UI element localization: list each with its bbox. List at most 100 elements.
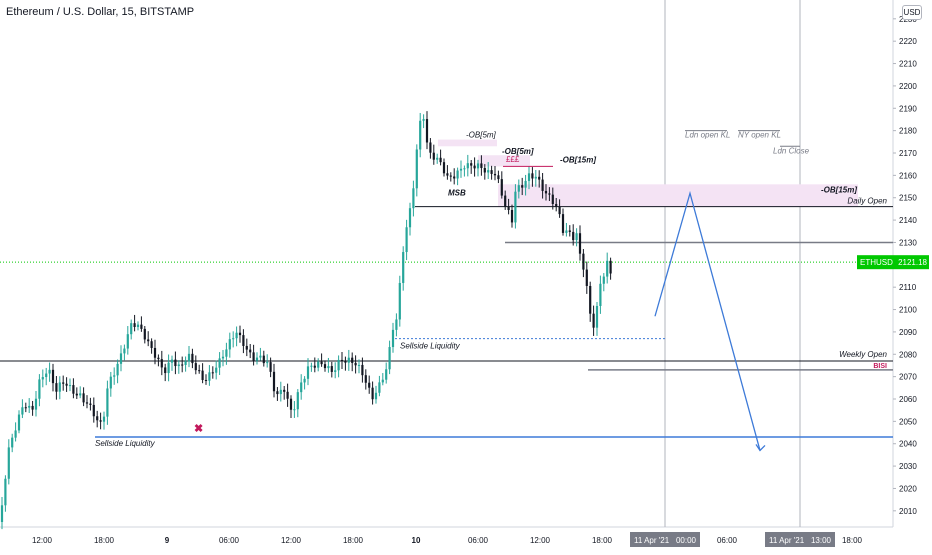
y-tick-label: 2170: [899, 149, 917, 158]
candle-body: [514, 191, 517, 223]
candle-body: [368, 382, 371, 388]
x-tick-label: 06:00: [468, 536, 489, 545]
y-tick-label: 2050: [899, 417, 917, 426]
time-tag-date: 11 Apr '21: [769, 536, 805, 545]
candle-body: [232, 338, 235, 340]
candle-body: [337, 359, 340, 371]
candle-body: [259, 355, 262, 358]
ny-open-kl-label: NY open KL: [738, 131, 781, 140]
candle-body: [130, 323, 133, 335]
candle-body: [347, 357, 350, 363]
candle-body: [524, 180, 527, 188]
projection-path: [654, 190, 761, 451]
candle-body: [334, 370, 337, 372]
x-tick-label: 9: [165, 536, 170, 545]
candle-body: [317, 361, 320, 368]
candle-body: [208, 372, 211, 381]
candle-body: [119, 353, 123, 364]
candle-body: [592, 313, 595, 328]
currency-button[interactable]: USD: [902, 5, 922, 20]
candle-body: [7, 447, 10, 479]
candle-body: [157, 357, 160, 360]
candle-body: [238, 332, 242, 336]
bisi-label: BISI: [873, 363, 887, 370]
candle-body: [330, 366, 333, 372]
candle-body: [68, 385, 72, 387]
candle-body: [72, 385, 75, 394]
candle-body: [446, 173, 449, 176]
candle-body: [116, 363, 119, 376]
time-tag: [765, 532, 835, 547]
candle-body: [548, 193, 551, 195]
candle-body: [551, 194, 554, 204]
candle-body: [340, 359, 344, 362]
y-tick-label: 2160: [899, 171, 917, 180]
candle-body: [201, 370, 204, 380]
weekly-open-label: Weekly Open: [839, 350, 887, 359]
candle-body: [480, 163, 483, 169]
candle-body: [211, 372, 214, 374]
candle-body: [283, 389, 286, 392]
candle-body: [17, 414, 21, 431]
sellside-liquidity-label: Sellside Liquidity: [400, 342, 461, 351]
candle-body: [493, 173, 497, 176]
candle-body: [606, 260, 609, 277]
time-tag-date: 11 Apr '21: [634, 536, 670, 545]
candle-body: [521, 185, 524, 188]
candle-body: [599, 283, 602, 306]
y-tick-label: 2180: [899, 127, 917, 136]
candle-body: [374, 392, 378, 400]
candle-body: [38, 379, 41, 399]
candle-body: [28, 405, 31, 408]
y-tick-label: 2070: [899, 373, 917, 382]
y-tick-label: 2100: [899, 306, 917, 315]
candle-body: [422, 119, 425, 121]
candle-body: [589, 285, 592, 314]
last-price-tag: [857, 255, 929, 270]
x-tick-label: 18:00: [343, 536, 364, 545]
candle-body: [126, 334, 129, 349]
ldn-open-kl-label: Ldn open KL: [685, 131, 730, 140]
candle-body: [34, 398, 38, 410]
candle-body: [252, 352, 255, 361]
candle-body: [320, 361, 323, 365]
candle-body: [92, 404, 95, 417]
candle-body: [4, 478, 7, 506]
candle-body: [75, 393, 78, 396]
candle-body: [113, 375, 116, 377]
candle-body: [194, 363, 197, 371]
time-tag-time: 13:00: [811, 536, 832, 545]
candle-body: [344, 361, 347, 363]
order-block-label: -OB[5m]: [502, 147, 534, 156]
candle-body: [429, 142, 432, 153]
candle-body: [293, 409, 296, 411]
candle-body: [500, 179, 503, 196]
x-tick-label: 06:00: [717, 536, 738, 545]
daily-open-label: Daily Open: [847, 197, 887, 206]
candle-body: [11, 437, 14, 448]
candle-body: [453, 176, 456, 179]
candle-body: [555, 203, 558, 207]
candle-body: [544, 190, 548, 194]
candle-body: [351, 357, 354, 363]
candle-body: [388, 347, 391, 370]
candle-body: [582, 253, 585, 270]
candle-body: [14, 430, 17, 438]
candle-body: [483, 168, 486, 173]
candle-body: [354, 362, 357, 366]
candle-body: [531, 173, 534, 179]
candle-body: [187, 353, 191, 362]
candle-body: [106, 388, 109, 417]
candle-body: [364, 375, 367, 383]
candle-body: [184, 361, 187, 365]
y-tick-label: 2010: [899, 507, 917, 516]
y-tick-label: 2030: [899, 462, 917, 471]
candle-body: [102, 416, 106, 422]
candle-body: [507, 206, 510, 210]
y-tick-label: 2220: [899, 37, 917, 46]
candle-body: [449, 175, 452, 177]
candle-body: [262, 355, 265, 364]
candle-body: [327, 366, 330, 369]
